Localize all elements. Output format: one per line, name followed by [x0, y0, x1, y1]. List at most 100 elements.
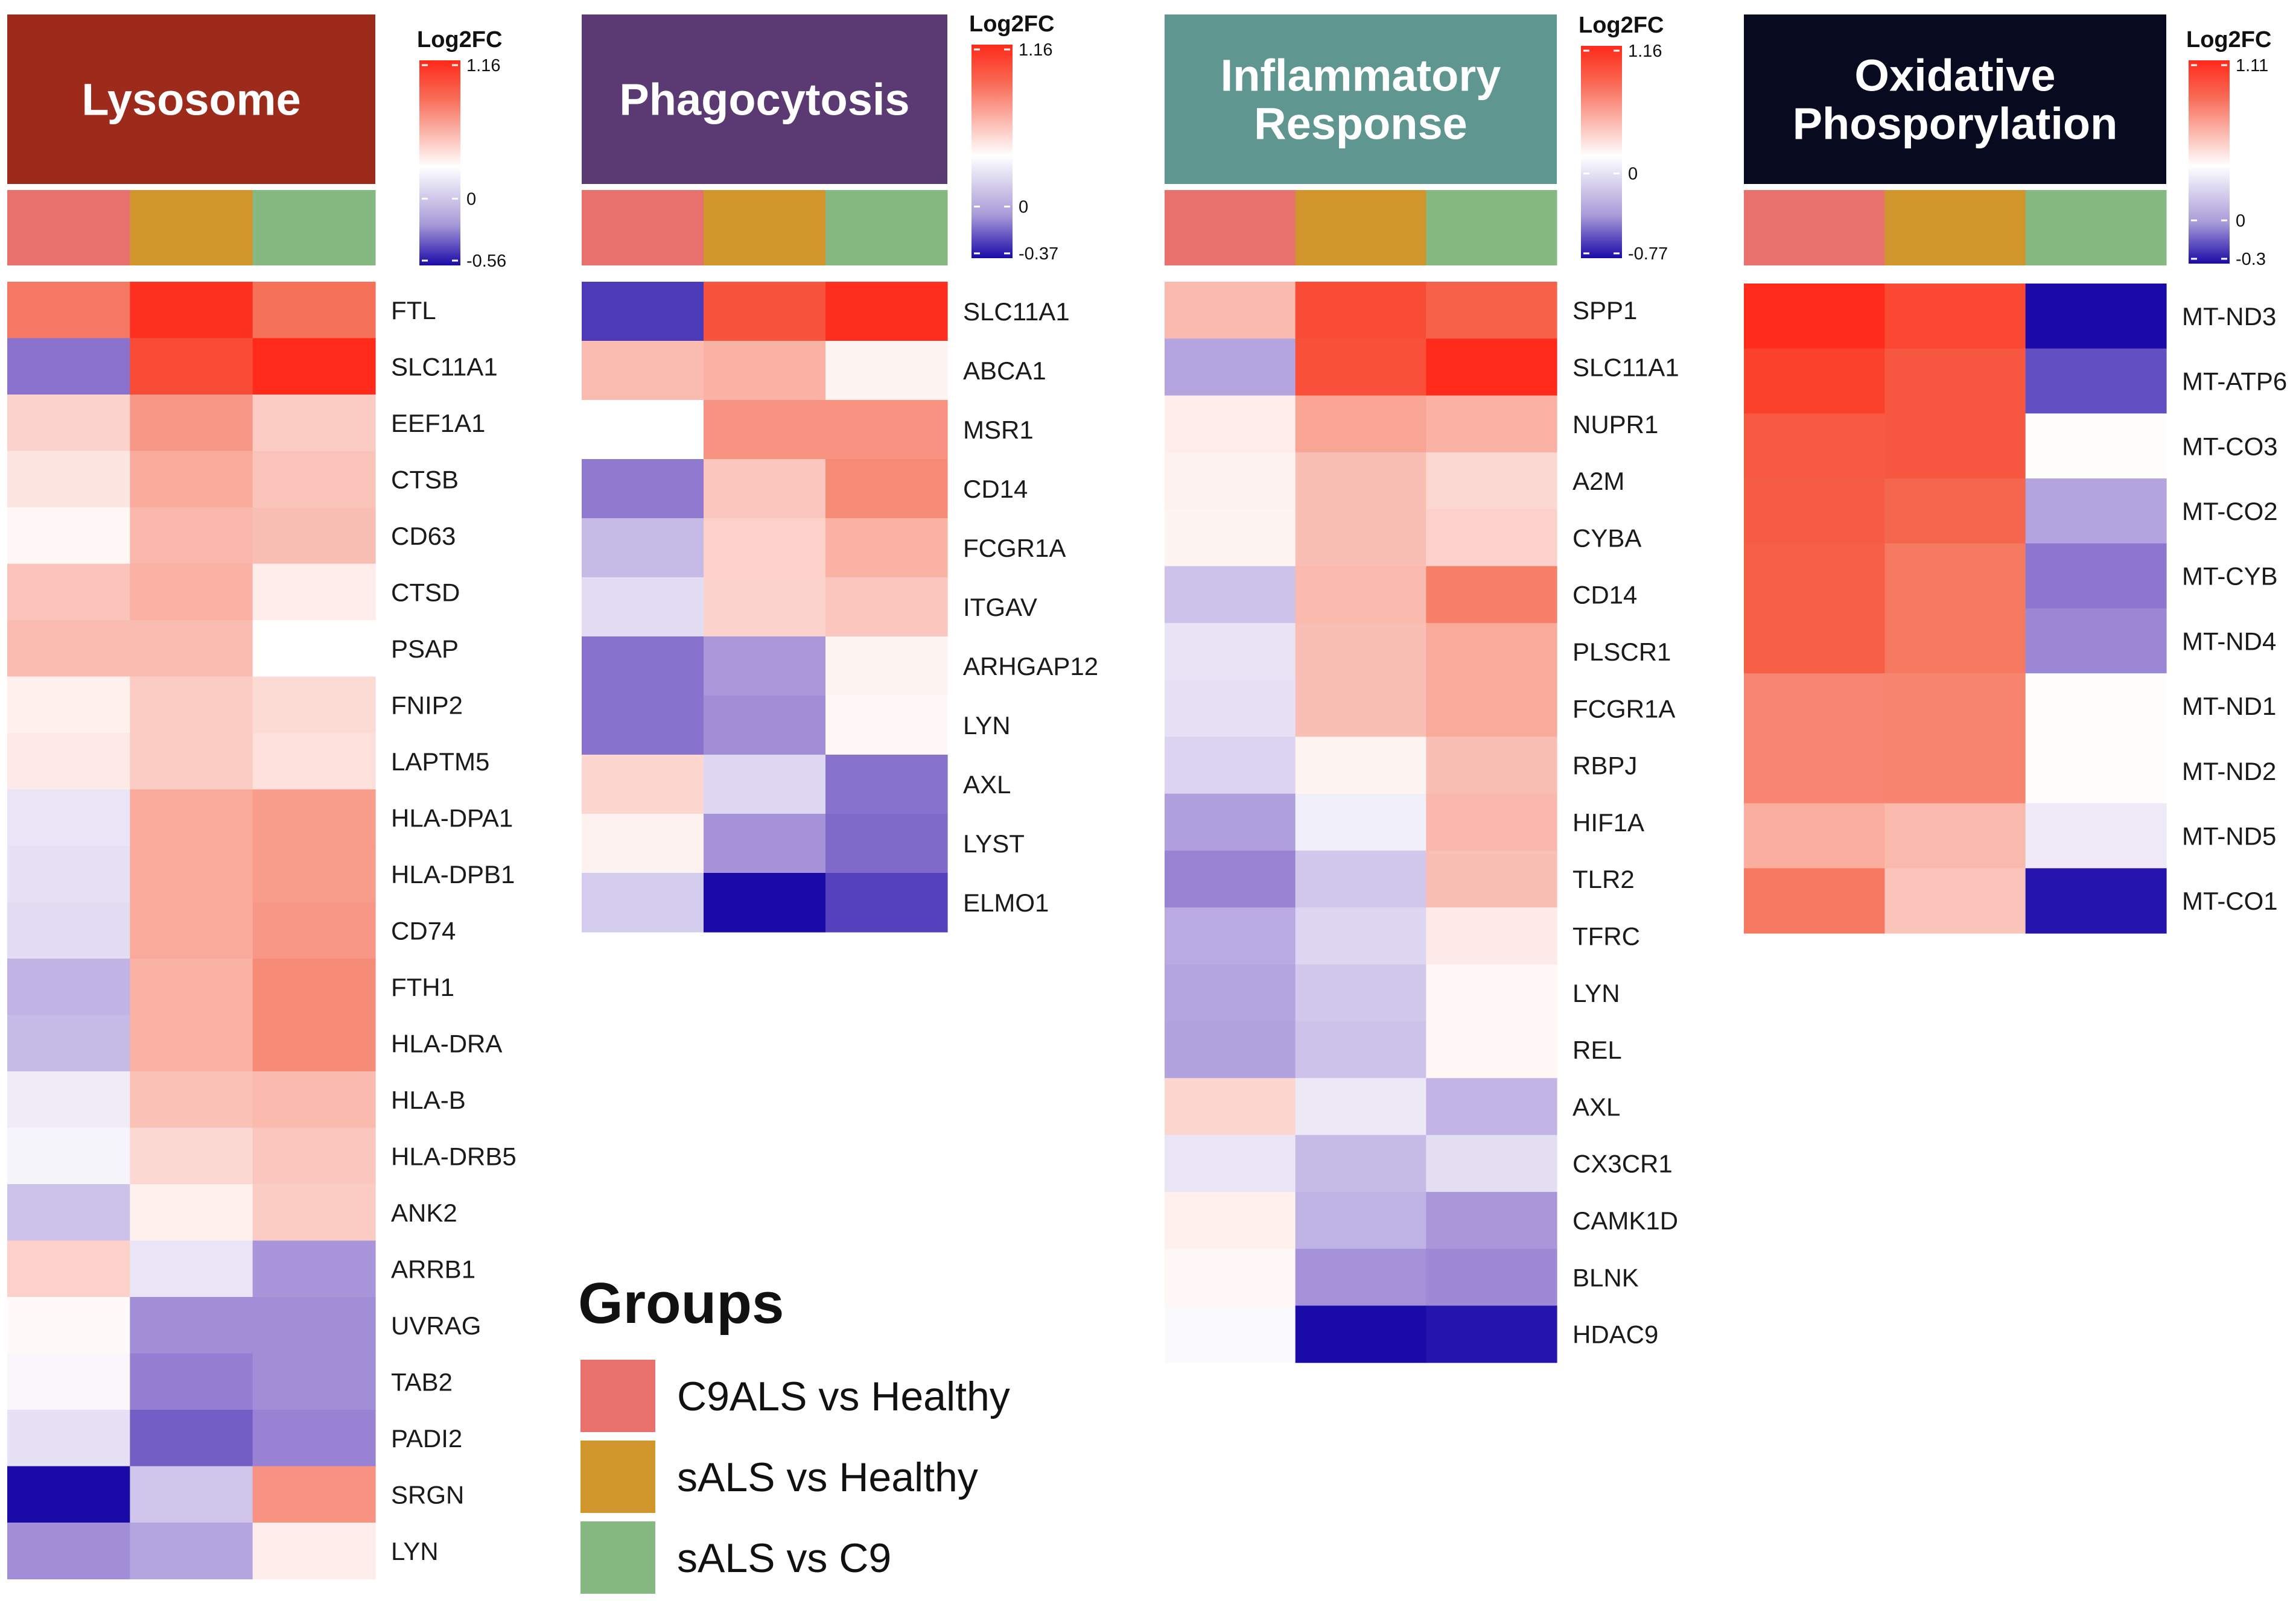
- heatmap-cell: [1295, 793, 1426, 851]
- gene-label-mt-atp6: MT-ATP6: [2182, 367, 2287, 396]
- oxidative-phosporylation-group-bar-sals-vs-c9: [2025, 190, 2167, 265]
- heatmap-cell: [2025, 413, 2167, 479]
- group-label-sals-vs-c9: sALS vs C9: [677, 1535, 891, 1581]
- heatmap-cell: [1295, 680, 1426, 737]
- heatmap-cell: [1165, 851, 1296, 908]
- heatmap-cell: [1165, 1021, 1296, 1079]
- heatmap-cell: [825, 755, 948, 814]
- heatmap-cell: [252, 338, 376, 395]
- groups-legend: Groups C9ALS vs Healthy sALS vs Healthy …: [578, 1271, 1010, 1594]
- phagocytosis-group-bar-sals-vs-c9: [825, 190, 948, 265]
- heatmap-cell: [252, 1523, 376, 1580]
- group-label-c9als-vs-healthy: C9ALS vs Healthy: [677, 1374, 1010, 1419]
- heatmap-cell: [2025, 478, 2167, 544]
- gene-label-mt-nd2: MT-ND2: [2182, 757, 2276, 785]
- heatmap-cell: [2025, 608, 2167, 674]
- gene-label-slc11a1: SLC11A1: [1573, 353, 1679, 381]
- heatmap-cell: [704, 636, 826, 696]
- heatmap-cell: [704, 400, 826, 460]
- heatmap-cell: [825, 459, 948, 519]
- gene-label-ctsb: CTSB: [391, 465, 459, 493]
- heatmap-cell: [704, 577, 826, 637]
- phagocytosis-legend-gradient: [972, 45, 1013, 258]
- heatmap-cell: [1165, 793, 1296, 851]
- heatmap-cell: [704, 518, 826, 578]
- heatmap-cell: [130, 733, 253, 790]
- heatmap-cell: [252, 1184, 376, 1241]
- heatmap-cell: [1295, 1191, 1426, 1249]
- gene-label-axl: AXL: [1573, 1092, 1620, 1121]
- phagocytosis-header: [582, 14, 947, 184]
- heatmap-cell: [1295, 395, 1426, 453]
- heatmap-cell: [1426, 1078, 1557, 1136]
- heatmap-cell: [7, 902, 130, 959]
- lysosome-legend-label-max: 1.16: [466, 56, 500, 75]
- heatmap-cell: [1295, 907, 1426, 965]
- heatmap-cell: [1165, 907, 1296, 965]
- gene-label-spp1: SPP1: [1573, 296, 1637, 325]
- gene-label-hla-dpb1: HLA-DPB1: [391, 860, 515, 889]
- heatmap-cell: [130, 846, 253, 903]
- oxidative-phosporylation-legend-label-max: 1.11: [2236, 56, 2268, 75]
- gene-label-mt-nd1: MT-ND1: [2182, 692, 2276, 720]
- heatmap-cell: [130, 563, 253, 621]
- heatmap-cell: [1295, 851, 1426, 908]
- heatmap-cell: [1884, 543, 2026, 609]
- heatmap-cell: [1884, 348, 2026, 414]
- gene-label-axl: AXL: [963, 770, 1011, 799]
- heatmap-cell: [130, 1184, 253, 1241]
- groups-legend-title: Groups: [578, 1271, 784, 1336]
- heatmap-cell: [7, 1353, 130, 1410]
- heatmap-cell: [7, 395, 130, 452]
- phagocytosis-group-bar-sals-vs-healthy: [704, 190, 826, 265]
- inflammatory-response-title-line-1: Inflammatory: [1221, 51, 1501, 101]
- heatmap-cell: [1426, 282, 1557, 339]
- heatmap-cell: [582, 341, 704, 401]
- gene-label-mt-nd5: MT-ND5: [2182, 822, 2276, 850]
- heatmap-cell: [1165, 566, 1296, 624]
- gene-label-laptm5: LAPTM5: [391, 747, 489, 776]
- heatmap-cell: [1426, 964, 1557, 1022]
- gene-label-rel: REL: [1573, 1036, 1622, 1064]
- heatmap-cell: [1295, 1249, 1426, 1306]
- heatmap-cell: [1426, 680, 1557, 737]
- phagocytosis-legend-label-mid: 0: [1019, 197, 1028, 217]
- heatmap-cell: [704, 282, 826, 341]
- gene-label-slc11a1: SLC11A1: [391, 352, 498, 381]
- heatmap-cell: [1884, 413, 2026, 479]
- gene-label-fth1: FTH1: [391, 973, 454, 1001]
- heatmap-cell: [252, 1466, 376, 1523]
- lysosome-group-bar-sals-vs-c9: [252, 190, 376, 265]
- inflammatory-response-group-bar-sals-vs-c9: [1426, 190, 1557, 265]
- gene-label-hif1a: HIF1A: [1573, 808, 1644, 837]
- gene-label-plscr1: PLSCR1: [1573, 638, 1671, 666]
- gene-label-fcgr1a: FCGR1A: [1573, 694, 1675, 723]
- heatmap-cell: [7, 1071, 130, 1129]
- heatmap-cell: [252, 1297, 376, 1354]
- heatmap-cell: [252, 733, 376, 790]
- inflammatory-response-legend-label-mid: 0: [1628, 165, 1638, 184]
- heatmap-cell: [1295, 1078, 1426, 1136]
- heatmap-cell: [252, 563, 376, 621]
- heatmap-cell: [704, 814, 826, 873]
- heatmap-cell: [1165, 1135, 1296, 1193]
- phagocytosis-group-bar-c9als-vs-healthy: [582, 190, 704, 265]
- heatmap-cell: [1165, 737, 1296, 794]
- heatmap-cell: [1295, 338, 1426, 396]
- heatmap-cell: [704, 696, 826, 755]
- heatmap-cell: [1884, 284, 2026, 349]
- heatmap-cell: [252, 959, 376, 1016]
- heatmap-cell: [1295, 1305, 1426, 1363]
- heatmap-cell: [582, 873, 704, 933]
- oxidative-phosporylation-group-bar-c9als-vs-healthy: [1744, 190, 1885, 265]
- oxidative-phosporylation-legend-title: Log2FC: [2186, 27, 2271, 52]
- heatmap-cell: [1426, 338, 1557, 396]
- heatmap-cell: [130, 959, 253, 1016]
- oxidative-phosporylation-legend-label-min: -0.3: [2236, 250, 2266, 269]
- heatmap-cell: [1744, 478, 1885, 544]
- heatmap-cell: [1884, 478, 2026, 544]
- gene-label-eef1a1: EEF1A1: [391, 409, 485, 437]
- heatmap-cell: [704, 341, 826, 401]
- lysosome-title: Lysosome: [81, 75, 301, 125]
